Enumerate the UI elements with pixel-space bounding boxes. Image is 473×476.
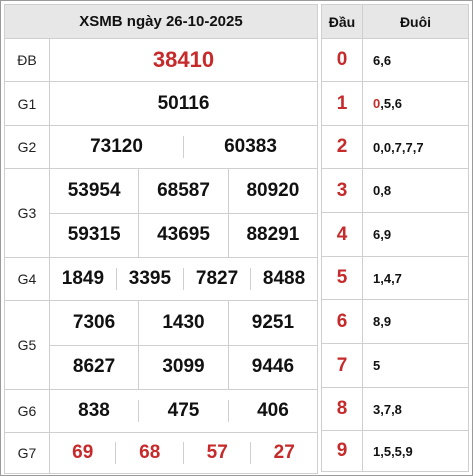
loto-tail-values: 3,7,8 <box>373 401 402 417</box>
results-table: XSMB ngày 26-10-2025 ĐB 38410 G1 50116 G… <box>4 4 318 474</box>
prize-label-g2: G2 <box>4 125 50 169</box>
prize-g2-number: 73120 <box>50 136 184 158</box>
loto-tail-list: 0,8 <box>362 168 469 213</box>
prize-g3-number: 43695 <box>138 212 229 257</box>
loto-tail-header: Đuôi <box>362 4 469 39</box>
prize-g4-number: 7827 <box>182 268 252 290</box>
loto-tail-list: 3,7,8 <box>362 387 469 431</box>
loto-tail-list: 0,5,6 <box>362 81 469 126</box>
prize-g2-number: 60383 <box>183 136 317 158</box>
loto-tail-list: 6,6 <box>362 38 469 82</box>
prize-label-g7: G7 <box>4 432 50 474</box>
prize-g1-number: 50116 <box>49 81 318 126</box>
loto-tail-values: 6,6 <box>373 52 392 68</box>
prize-label-g5: G5 <box>4 300 50 390</box>
prize-label-g4: G4 <box>4 257 50 301</box>
loto-tail-list: 0,0,7,7,7 <box>362 125 469 169</box>
prize-g6-number: 406 <box>227 400 317 422</box>
prize-g4-number: 8488 <box>250 268 317 290</box>
loto-tail-values: 5 <box>373 358 381 373</box>
prize-label-g1: G1 <box>4 81 50 126</box>
loto-head-digit: 0 <box>321 38 363 82</box>
prize-g7-number: 68 <box>115 442 184 464</box>
prize-g3-number: 53954 <box>50 169 140 214</box>
prize-g3-number: 88291 <box>227 212 317 257</box>
prize-g3-number: 68587 <box>138 169 229 214</box>
prize-label-g6: G6 <box>4 389 50 433</box>
loto-head-digit: 1 <box>321 81 363 126</box>
prize-g5-number: 7306 <box>50 301 140 346</box>
prize-g5-number: 1430 <box>138 301 229 346</box>
loto-tail-values: 1,5,5,9 <box>373 443 413 459</box>
loto-head-digit: 6 <box>321 299 363 344</box>
prize-g4-number: 1849 <box>50 268 117 290</box>
prize-g6-number: 475 <box>138 400 229 422</box>
loto-tail-values: 6,9 <box>373 227 392 242</box>
prize-g5-number: 9251 <box>227 301 317 346</box>
prize-g3-grid: 53954 68587 80920 59315 43695 88291 <box>50 169 317 257</box>
prize-g5-number: 9446 <box>227 344 317 389</box>
loto-head-digit: 5 <box>321 256 363 300</box>
prize-g5-grid: 7306 1430 9251 8627 3099 9446 <box>50 301 317 389</box>
loto-tail-list: 1,4,7 <box>362 256 469 300</box>
prize-label-db: ĐB <box>4 38 50 82</box>
prize-g6-grid: 838 475 406 <box>50 400 317 422</box>
loto-table: Đầu Đuôi 0 6,6 1 0,5,6 2 0,0,7,7,7 3 0,8 4 6,… <box>321 4 469 472</box>
loto-tail-list: 1,5,5,9 <box>362 430 469 472</box>
prize-g5-number: 3099 <box>138 344 229 389</box>
prize-label-g3: G3 <box>4 168 50 258</box>
loto-head-digit: 9 <box>321 430 363 472</box>
prize-g7-grid: 69 68 57 27 <box>50 442 317 464</box>
loto-tail-list: 5 <box>362 343 469 388</box>
prize-g2-grid: 73120 60383 <box>50 136 317 158</box>
prize-g7-number: 57 <box>182 442 252 464</box>
loto-head-digit: 8 <box>321 387 363 431</box>
prize-g6-number: 838 <box>50 400 140 422</box>
prize-g4-grid: 1849 3395 7827 8488 <box>50 268 317 290</box>
loto-tail-highlight: 0 <box>373 96 381 111</box>
prize-g3-number: 80920 <box>227 169 317 214</box>
prize-g5-number: 8627 <box>50 344 140 389</box>
loto-tail-values: 1,4,7 <box>373 270 402 286</box>
loto-tail-values: 8,9 <box>373 314 392 329</box>
loto-tail-list: 6,9 <box>362 212 469 257</box>
loto-tail-values: ,5,6 <box>380 96 402 111</box>
loto-head-digit: 2 <box>321 125 363 169</box>
loto-tail-values: 0,8 <box>373 183 392 198</box>
prize-g7-number: 69 <box>50 442 117 464</box>
prize-g3-number: 59315 <box>50 212 140 257</box>
loto-head-digit: 3 <box>321 168 363 213</box>
loto-head-digit: 7 <box>321 343 363 388</box>
loto-tail-values: 0,0,7,7,7 <box>373 139 424 155</box>
prize-g7-number: 27 <box>250 442 317 464</box>
prize-g4-number: 3395 <box>115 268 184 290</box>
loto-head-header: Đầu <box>321 4 363 39</box>
results-title: XSMB ngày 26-10-2025 <box>4 4 318 39</box>
loto-head-digit: 4 <box>321 212 363 257</box>
special-prize-number: 38410 <box>49 38 318 82</box>
loto-tail-list: 8,9 <box>362 299 469 344</box>
